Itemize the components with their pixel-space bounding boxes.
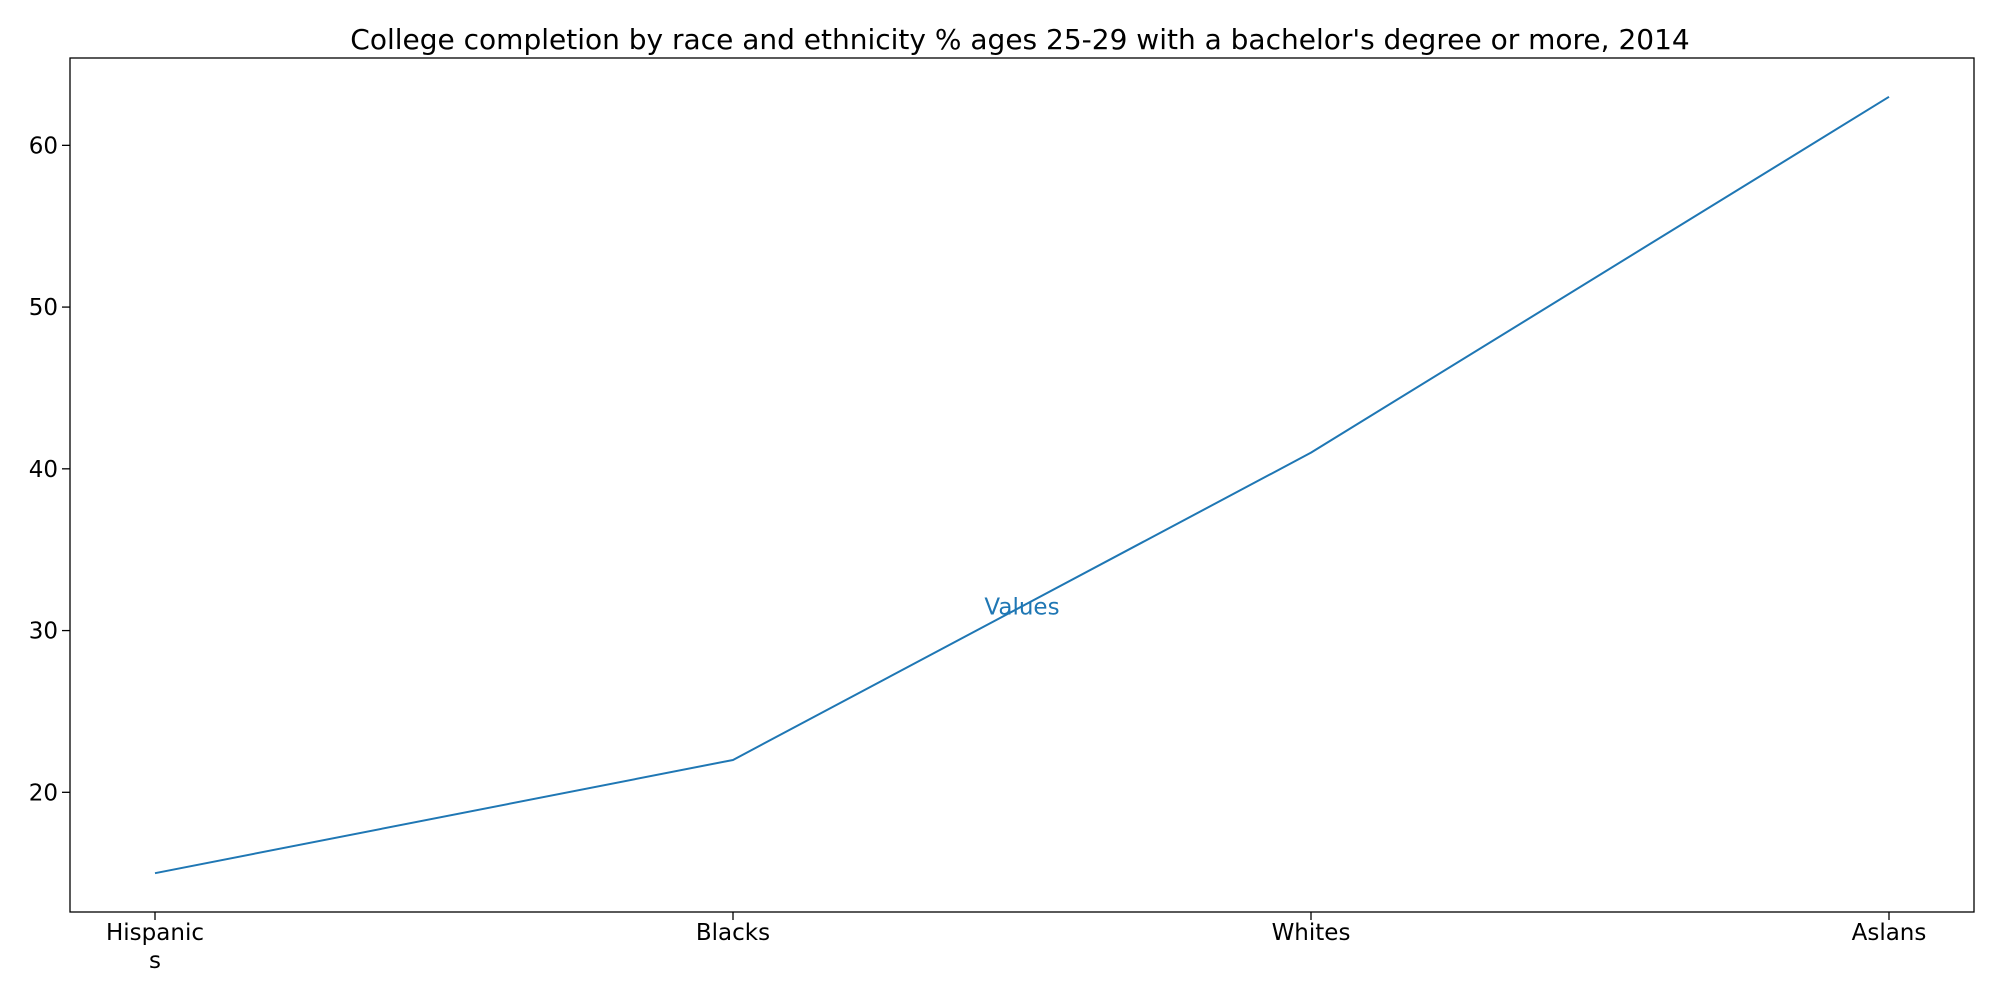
- x-tick-label: Blacks: [696, 920, 770, 946]
- y-tick-label: 50: [29, 295, 58, 321]
- chart-title: College completion by race and ethnicity…: [350, 23, 1689, 56]
- series-layer: [154, 95, 1890, 875]
- y-tick-label: 20: [29, 780, 58, 806]
- plot-frame: [69, 57, 1975, 913]
- series-annotation: Values: [984, 594, 1059, 620]
- y-axis: 20 30 40 50 60: [29, 133, 70, 806]
- x-tick-label: s: [149, 948, 161, 974]
- x-tick-label: Whites: [1272, 920, 1351, 946]
- x-tick-label: Aslans: [1852, 920, 1927, 946]
- series-line: [154, 95, 1890, 875]
- x-tick-label: Hispanic: [106, 920, 204, 946]
- y-tick-label: 60: [29, 133, 58, 159]
- y-tick-label: 30: [29, 619, 58, 645]
- y-tick-label: 40: [29, 457, 58, 483]
